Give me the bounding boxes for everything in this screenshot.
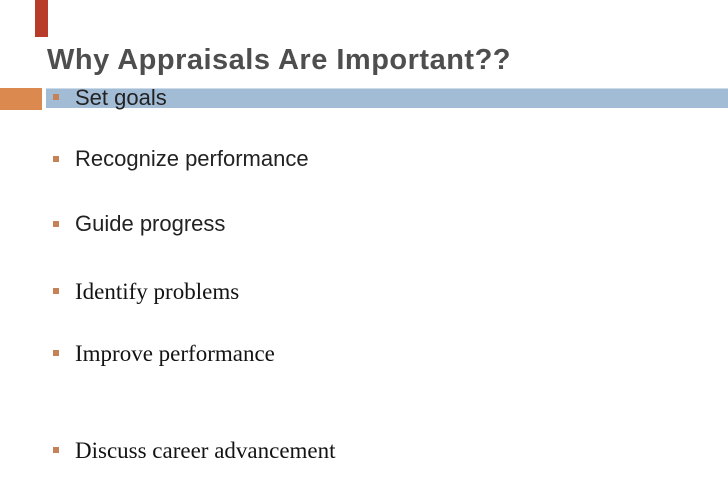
slide-title: Why Appraisals Are Important??	[47, 44, 512, 76]
bullet-item-label: Set goals	[75, 85, 167, 110]
bullet-item-improve-performance: Improve performance	[0, 342, 275, 365]
bullet-item-label: Recognize performance	[75, 146, 309, 171]
bullet-item-discuss-career-advancement: Discuss career advancement	[0, 439, 336, 462]
bullet-square-icon	[53, 447, 59, 453]
bullet-item-identify-problems: Identify problems	[0, 280, 239, 303]
bullet-square-icon	[53, 94, 59, 100]
orange-accent-block	[0, 88, 42, 110]
bullet-square-icon	[53, 350, 59, 356]
bullet-item-label: Guide progress	[75, 211, 226, 236]
bullet-square-icon	[53, 156, 59, 162]
bullet-item-label: Discuss career advancement	[75, 438, 336, 463]
highlight-band	[46, 88, 728, 108]
bullet-item-set-goals: Set goals	[0, 87, 167, 109]
bullet-item-label: Identify problems	[75, 279, 240, 304]
bullet-square-icon	[53, 221, 59, 227]
bullet-item-label: Improve performance	[75, 341, 275, 366]
bullet-item-guide-progress: Guide progress	[0, 213, 225, 235]
bullet-square-icon	[53, 288, 59, 294]
bullet-item-recognize-performance: Recognize performance	[0, 148, 309, 170]
red-accent-bar	[35, 0, 48, 37]
